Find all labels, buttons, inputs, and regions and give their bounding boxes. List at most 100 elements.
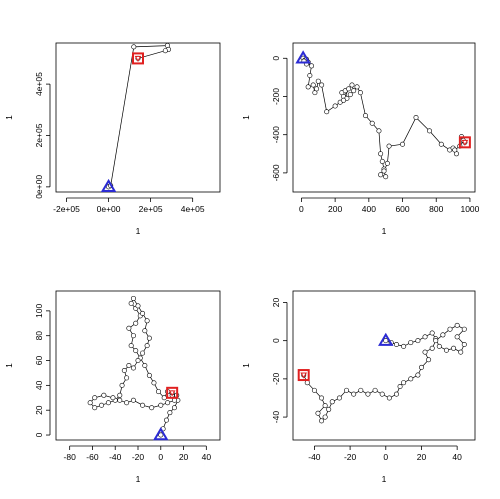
walk-point xyxy=(130,333,136,339)
walk-point xyxy=(426,128,432,134)
walk-point xyxy=(142,328,148,334)
x-tick-label: -80 xyxy=(64,452,77,462)
x-tick-label: 600 xyxy=(395,204,409,214)
walk-point xyxy=(161,395,167,401)
x-tick-label: -2e+05 xyxy=(53,204,80,214)
start-marker xyxy=(378,332,394,346)
walk-point xyxy=(140,310,146,316)
walk-point xyxy=(314,86,320,92)
x-tick-label: 20 xyxy=(179,452,189,462)
walk-point xyxy=(119,382,125,388)
walk-point xyxy=(101,392,107,398)
walk-point xyxy=(344,387,350,393)
walk-point xyxy=(433,338,439,344)
y-tick-label: -200 xyxy=(271,88,281,105)
walk-point xyxy=(393,341,399,347)
walk-point xyxy=(165,400,171,406)
walk-point xyxy=(354,84,360,90)
walk-point xyxy=(87,400,93,406)
walk-point xyxy=(305,84,311,90)
x-tick-label: 2e+05 xyxy=(139,204,163,214)
walk-point xyxy=(408,376,414,382)
walk-point xyxy=(347,92,353,98)
walk-point xyxy=(135,358,141,364)
walk-point xyxy=(458,349,464,355)
start-marker xyxy=(100,178,117,193)
x-tick-label: -40 xyxy=(308,452,321,462)
x-tick-label: -60 xyxy=(86,452,99,462)
walk-point xyxy=(133,320,139,326)
y-tick-label: -20 xyxy=(271,372,281,385)
walk-point xyxy=(386,395,392,401)
x-tick-label: 400 xyxy=(362,204,376,214)
y-axis-label: 1 xyxy=(241,363,251,368)
walk-point xyxy=(117,392,123,398)
walk-point xyxy=(117,397,123,403)
walk-point xyxy=(92,405,98,411)
walk-path xyxy=(108,45,169,188)
walk-point xyxy=(440,332,446,338)
walk-point xyxy=(336,395,342,401)
x-tick-label: 0 xyxy=(383,452,388,462)
x-tick-label: -20 xyxy=(132,452,145,462)
walk-point xyxy=(121,367,127,373)
walk-point xyxy=(140,350,146,356)
walk-point xyxy=(151,380,157,386)
walk-point xyxy=(130,295,136,301)
walk-point xyxy=(408,340,414,346)
walk-point xyxy=(415,372,421,378)
plot-frame xyxy=(292,290,476,441)
walk-point xyxy=(415,338,421,344)
walk-point xyxy=(400,141,406,147)
walk-point xyxy=(454,322,460,328)
x-tick-label: 4e+05 xyxy=(181,204,205,214)
walk-point xyxy=(341,97,347,103)
walk-point xyxy=(326,406,332,412)
walk-point xyxy=(369,120,375,126)
end-marker xyxy=(297,369,310,382)
walk-point xyxy=(383,338,389,344)
walk-point xyxy=(126,362,132,368)
chart-panel-3: -80 -60 -40 -20 0 20 40 1 0 20 40 60 80 100 1 xyxy=(4,290,221,484)
walk-point xyxy=(171,405,177,411)
walk-point xyxy=(146,335,152,341)
x-tick-label: 40 xyxy=(202,452,212,462)
walk-point xyxy=(126,325,132,331)
walk-point xyxy=(379,391,385,397)
x-tick-label: 800 xyxy=(429,204,443,214)
end-marker-glyph xyxy=(300,372,308,379)
x-axis-label: 1 xyxy=(136,474,141,484)
walk-point xyxy=(163,417,169,423)
y-tick-label: 100 xyxy=(34,304,44,318)
walk-point xyxy=(376,128,382,134)
walk-point xyxy=(319,82,325,88)
walk-point xyxy=(130,365,136,371)
walk-point xyxy=(99,402,105,408)
walk-point xyxy=(351,88,357,94)
x-tick-label: -20 xyxy=(344,452,357,462)
walk-point xyxy=(158,402,164,408)
walk-point xyxy=(315,78,321,84)
chart-panel-1: -2e+05 0e+00 2e+05 4e+05 1 0e+00 2e+05 4e+05 1 xyxy=(4,42,221,236)
x-axis-label: 1 xyxy=(136,226,141,236)
walk-point xyxy=(167,410,173,416)
y-tick-label: -400 xyxy=(271,126,281,143)
walk-point xyxy=(383,174,389,180)
x-tick-label: 200 xyxy=(328,204,342,214)
walk-point xyxy=(162,48,168,54)
x-tick-label: 20 xyxy=(417,452,427,462)
walk-point xyxy=(358,387,364,393)
walk-point xyxy=(142,362,148,368)
y-tick-label: -40 xyxy=(271,411,281,424)
walk-point xyxy=(311,387,317,393)
walk-point xyxy=(461,341,467,347)
walk-point xyxy=(146,372,152,378)
walk-point xyxy=(461,326,467,332)
walk-point xyxy=(426,357,432,363)
end-marker xyxy=(132,52,144,65)
walk-point xyxy=(105,400,111,406)
walk-point xyxy=(130,397,136,403)
walk-point xyxy=(124,375,130,381)
plot-frame xyxy=(292,42,476,193)
